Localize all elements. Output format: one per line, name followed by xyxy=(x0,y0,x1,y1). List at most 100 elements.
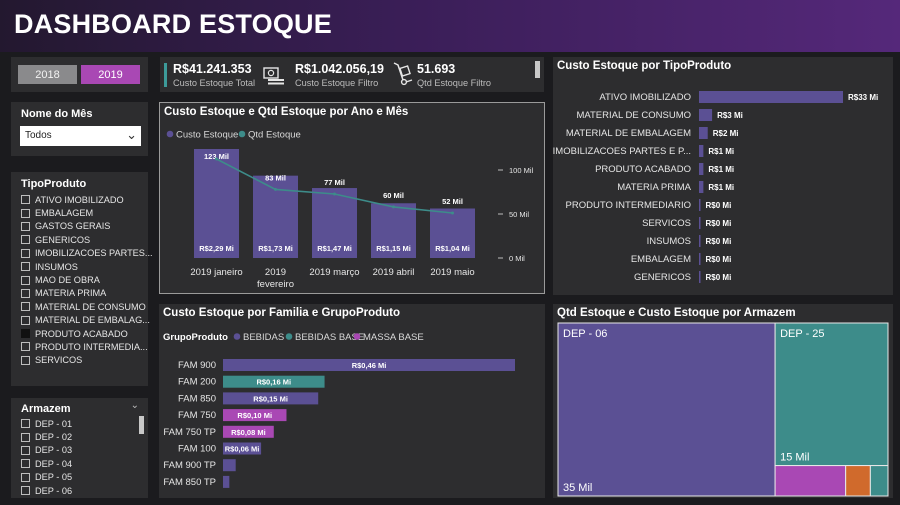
treemap-tile[interactable] xyxy=(774,322,889,467)
tipo-slicer-item[interactable]: IMOBILIZACOES PARTES... xyxy=(21,247,153,260)
armazem-slicer-item-label: DEP - 02 xyxy=(35,432,73,443)
chevron-down-icon[interactable]: ⌄ xyxy=(130,400,139,411)
bar[interactable] xyxy=(699,145,704,157)
month-dropdown[interactable]: Todos ⌄ xyxy=(20,126,141,146)
checkbox[interactable] xyxy=(21,445,30,455)
bar[interactable] xyxy=(223,442,262,455)
checkbox[interactable] xyxy=(21,195,30,205)
armazem-slicer-item[interactable]: DEP - 06 xyxy=(21,484,72,497)
scrollbar[interactable] xyxy=(139,416,144,434)
y-tick-label: ATIVO IMOBILIZADO xyxy=(599,92,691,103)
tipo-slicer-item-label: MATERIAL DE CONSUMO xyxy=(35,301,146,312)
bar[interactable] xyxy=(699,217,701,229)
armazem-slicer-item[interactable]: DEP - 05 xyxy=(21,471,72,484)
checkbox[interactable] xyxy=(21,355,30,365)
bar[interactable] xyxy=(223,392,319,405)
checkbox[interactable] xyxy=(21,248,30,258)
treemap-tile[interactable] xyxy=(557,322,776,497)
tipo-slicer-item[interactable]: ATIVO IMOBILIZADO xyxy=(21,193,153,206)
bar[interactable] xyxy=(699,91,843,103)
bar[interactable] xyxy=(699,271,701,283)
bar-label: R$1 Mi xyxy=(708,147,734,156)
tipo-slicer-item[interactable]: MAO DE OBRA xyxy=(21,273,153,286)
bar[interactable] xyxy=(223,409,287,422)
y2-tick-label: 0 Mil xyxy=(509,254,525,263)
legend-title: GrupoProduto xyxy=(163,332,228,343)
bar[interactable] xyxy=(430,208,475,258)
bar[interactable] xyxy=(699,199,701,211)
bar[interactable] xyxy=(194,149,239,258)
bar[interactable] xyxy=(371,203,416,258)
line-label: 77 Mil xyxy=(324,178,345,187)
kpi-filtro-label: Custo Estoque Filtro xyxy=(295,78,379,88)
checkbox[interactable] xyxy=(21,432,30,442)
bar[interactable] xyxy=(699,109,713,121)
y-tick-label: FAM 850 TP xyxy=(163,477,216,488)
checkbox[interactable] xyxy=(21,275,30,285)
checkbox[interactable] xyxy=(21,302,30,312)
armazem-treemap: DEP - 06 35 Mil DEP - 25 15 Mil xyxy=(557,322,889,497)
tipo-slicer-item[interactable]: EMBALAGEM xyxy=(21,206,153,219)
armazem-slicer-item[interactable]: DEP - 02 xyxy=(21,430,72,443)
tipo-slicer-item[interactable]: SERVICOS xyxy=(21,354,153,367)
year-button-2018[interactable]: 2018 xyxy=(18,65,77,84)
tipo-slicer-item[interactable]: MATERIAL DE EMBALAG... xyxy=(21,314,153,327)
bar[interactable] xyxy=(699,127,708,139)
tipo-slicer-item[interactable]: PRODUTO ACABADO xyxy=(21,327,153,340)
bar[interactable] xyxy=(223,375,325,388)
checkbox[interactable] xyxy=(21,329,30,339)
bar[interactable] xyxy=(223,425,274,438)
bar[interactable] xyxy=(699,253,701,265)
checkbox[interactable] xyxy=(21,315,30,325)
tipo-produto-slicer: TipoProduto ATIVO IMOBILIZADO EMBALAGEM GA… xyxy=(11,172,153,386)
bar[interactable] xyxy=(223,475,230,488)
tipo-slicer-item-label: GENERICOS xyxy=(35,234,91,245)
tipo-slicer-item[interactable]: GASTOS GERAIS xyxy=(21,220,153,233)
legend-label: Custo Estoque xyxy=(176,130,238,141)
bar[interactable] xyxy=(699,235,701,247)
checkbox[interactable] xyxy=(21,235,30,245)
checkbox[interactable] xyxy=(21,221,30,231)
y-tick-label: FAM 750 xyxy=(178,410,216,421)
checkbox[interactable] xyxy=(21,472,30,482)
kpi-accent xyxy=(164,63,167,87)
checkbox[interactable] xyxy=(21,459,30,469)
armazem-slicer-item-label: DEP - 06 xyxy=(35,485,73,496)
tipo-slicer-item-label: EMBALAGEM xyxy=(35,208,94,219)
scrollbar[interactable] xyxy=(535,61,540,78)
bar[interactable] xyxy=(699,163,704,175)
armazem-slicer-item[interactable]: DEP - 03 xyxy=(21,444,72,457)
checkbox[interactable] xyxy=(21,208,30,218)
checkbox[interactable] xyxy=(21,288,30,298)
checkbox[interactable] xyxy=(21,486,30,496)
y2-tick-label: 50 Mil xyxy=(509,210,529,219)
legend-marker xyxy=(353,333,361,340)
kpi-qtd-label: Qtd Estoque Filtro xyxy=(417,78,492,88)
x-tick-label: 2019 janeiro xyxy=(190,267,242,278)
checkbox[interactable] xyxy=(21,262,30,272)
year-button-2019[interactable]: 2019 xyxy=(81,65,140,84)
treemap-tile[interactable] xyxy=(774,465,847,497)
bar[interactable] xyxy=(223,459,236,472)
treemap-tile[interactable] xyxy=(845,465,871,497)
tipo-slicer-item[interactable]: MATERIAL DE CONSUMO xyxy=(21,300,153,313)
chevron-down-icon: ⌄ xyxy=(126,127,137,142)
tipo-slicer-item[interactable]: GENERICOS xyxy=(21,233,153,246)
armazem-slicer-item[interactable]: DEP - 01 xyxy=(21,417,72,430)
treemap-tile[interactable] xyxy=(869,465,889,497)
line-point xyxy=(451,211,454,215)
tipo-slicer-item[interactable]: INSUMOS xyxy=(21,260,153,273)
line-label: 123 Mil xyxy=(204,152,229,161)
armazem-slicer-item-label: DEP - 04 xyxy=(35,458,73,469)
tipo-slicer-item[interactable]: MATERIA PRIMA xyxy=(21,287,153,300)
bar[interactable] xyxy=(312,188,357,258)
combo-chart: Custo Estoque Qtd Estoque R$2,29 Mi 123 Mil… xyxy=(166,130,534,290)
bar[interactable] xyxy=(223,359,515,371)
bar[interactable] xyxy=(699,181,704,193)
bar-label: R$1,73 Mi xyxy=(258,244,293,253)
armazem-slicer-item[interactable]: DEP - 04 xyxy=(21,457,72,470)
checkbox[interactable] xyxy=(21,342,30,352)
familia-chart-title: Custo Estoque por Familia e GrupoProduto xyxy=(163,307,401,319)
tipo-slicer-item[interactable]: PRODUTO INTERMEDIA... xyxy=(21,340,153,353)
checkbox[interactable] xyxy=(21,419,30,429)
